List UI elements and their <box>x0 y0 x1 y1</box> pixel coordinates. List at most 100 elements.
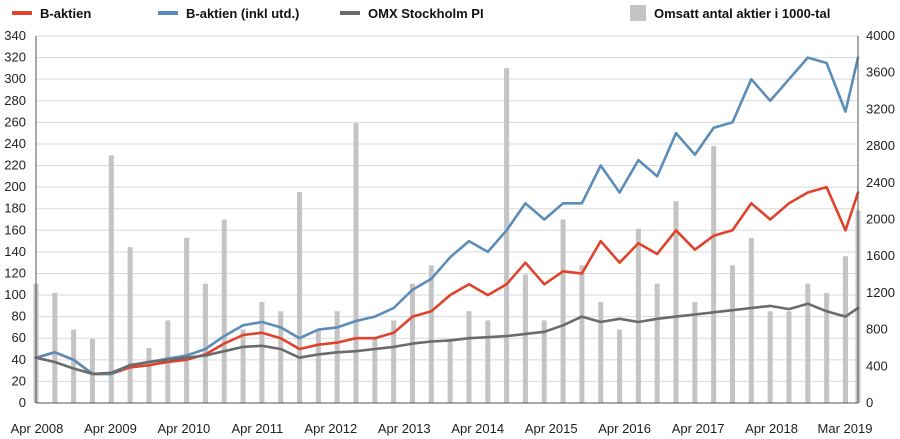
volume-bar <box>466 311 472 403</box>
y-left-tick-label: 80 <box>12 309 26 324</box>
volume-bar <box>353 123 359 403</box>
chart-grid <box>36 35 858 382</box>
y-left-tick-label: 120 <box>4 265 26 280</box>
volume-bar <box>485 320 491 403</box>
volume-bar <box>786 311 792 403</box>
y-left-tick-label: 300 <box>4 71 26 86</box>
series-line-omx-stockholm-pi <box>34 302 860 376</box>
volume-bar <box>240 329 246 403</box>
volume-bar <box>805 283 811 403</box>
volume-bar <box>654 283 660 403</box>
y-right-tick-label: 2000 <box>866 212 895 227</box>
chart-axes: 0 20 40 60 80 100 120 140 160 180 200 220 240 260 280 3… <box>4 28 895 436</box>
y-left-tick-label: 320 <box>4 50 26 65</box>
y-right-tick-label: 800 <box>866 322 888 337</box>
y-right-tick-label: 400 <box>866 358 888 373</box>
volume-bar <box>278 311 284 403</box>
legend-label: OMX Stockholm PI <box>368 6 484 21</box>
y-right-tick-label: 1200 <box>866 285 895 300</box>
volume-bar <box>504 68 510 404</box>
volume-bar <box>259 302 265 403</box>
legend-label: Omsatt antal aktier i 1000-tal <box>654 6 830 21</box>
x-tick-label: Apr 2017 <box>672 421 725 436</box>
y-left-tick-label: 140 <box>4 244 26 259</box>
y-left-tick-label: 220 <box>4 158 26 173</box>
volume-bar <box>184 237 190 403</box>
volume-bar <box>522 274 528 403</box>
x-tick-label: Apr 2012 <box>304 421 357 436</box>
legend-item: Omsatt antal aktier i 1000-tal <box>630 5 830 21</box>
y-left-tick-label: 100 <box>4 287 26 302</box>
y-left-tick-label: 240 <box>4 136 26 151</box>
volume-bar <box>391 320 397 403</box>
x-tick-label: Apr 2016 <box>598 421 651 436</box>
volume-bar <box>635 228 641 403</box>
x-tick-label: Apr 2009 <box>84 421 137 436</box>
y-right-tick-label: 2400 <box>866 175 895 190</box>
x-tick-label: Apr 2015 <box>525 421 578 436</box>
legend-label: B-aktien <box>40 6 91 21</box>
y-right-tick-label: 3600 <box>866 65 895 80</box>
volume-bar <box>579 265 585 403</box>
series-line-b-aktien <box>34 185 860 376</box>
volume-bar <box>711 146 717 403</box>
volume-bar <box>598 302 604 403</box>
y-right-tick-label: 2800 <box>866 138 895 153</box>
y-right-tick-label: 0 <box>866 395 873 410</box>
volume-bar <box>315 329 321 403</box>
volume-bar <box>108 155 114 403</box>
legend-swatch <box>158 11 178 15</box>
x-tick-label: Apr 2014 <box>451 421 504 436</box>
volume-bar <box>692 302 698 403</box>
volume-bar <box>372 338 378 403</box>
chart-legend: B-aktien B-aktien (inkl utd.) OMX Stockhol… <box>12 5 830 21</box>
volume-bar <box>730 265 736 403</box>
volume-bar <box>428 265 434 403</box>
x-tick-label: Apr 2010 <box>158 421 211 436</box>
y-right-tick-label: 3200 <box>866 101 895 116</box>
legend-item: B-aktien <box>12 6 91 21</box>
x-tick-label: Mar 2019 <box>818 421 873 436</box>
volume-bar <box>202 283 208 403</box>
volume-bar <box>71 329 77 403</box>
legend-swatch <box>340 11 360 15</box>
volume-bars <box>33 68 861 404</box>
y-left-tick-label: 0 <box>19 395 26 410</box>
volume-bar <box>767 311 773 403</box>
legend-item: OMX Stockholm PI <box>340 6 484 21</box>
y-left-tick-label: 60 <box>12 330 26 345</box>
volume-bar <box>673 201 679 403</box>
y-left-tick-label: 340 <box>4 28 26 43</box>
volume-bar <box>447 338 453 403</box>
volume-bar <box>824 292 830 403</box>
y-left-tick-label: 180 <box>4 201 26 216</box>
legend-swatch <box>12 11 32 15</box>
volume-bar <box>127 247 133 403</box>
x-tick-label: Apr 2013 <box>378 421 431 436</box>
y-left-tick-label: 280 <box>4 93 26 108</box>
volume-bar <box>748 237 754 403</box>
series-line-b-aktien-inkl-utd- <box>34 56 860 376</box>
volume-bar <box>842 256 848 403</box>
legend-item: B-aktien (inkl utd.) <box>158 6 299 21</box>
volume-bar <box>560 219 566 403</box>
volume-bar <box>52 292 58 403</box>
y-left-tick-label: 260 <box>4 114 26 129</box>
volume-bar <box>146 347 152 403</box>
x-tick-label: Apr 2018 <box>745 421 798 436</box>
volume-bar <box>617 329 623 403</box>
y-right-tick-label: 4000 <box>866 28 895 43</box>
y-left-tick-label: 160 <box>4 222 26 237</box>
legend-label: B-aktien (inkl utd.) <box>186 6 299 21</box>
x-tick-label: Apr 2011 <box>231 421 283 436</box>
volume-bar <box>221 219 227 403</box>
price-lines <box>34 56 860 376</box>
volume-bar <box>334 311 340 403</box>
volume-bar <box>89 338 95 403</box>
y-right-tick-label: 1600 <box>866 248 895 263</box>
y-left-tick-label: 20 <box>12 373 26 388</box>
y-left-tick-label: 200 <box>4 179 26 194</box>
x-tick-label: Apr 2008 <box>11 421 64 436</box>
volume-bar <box>297 191 303 403</box>
